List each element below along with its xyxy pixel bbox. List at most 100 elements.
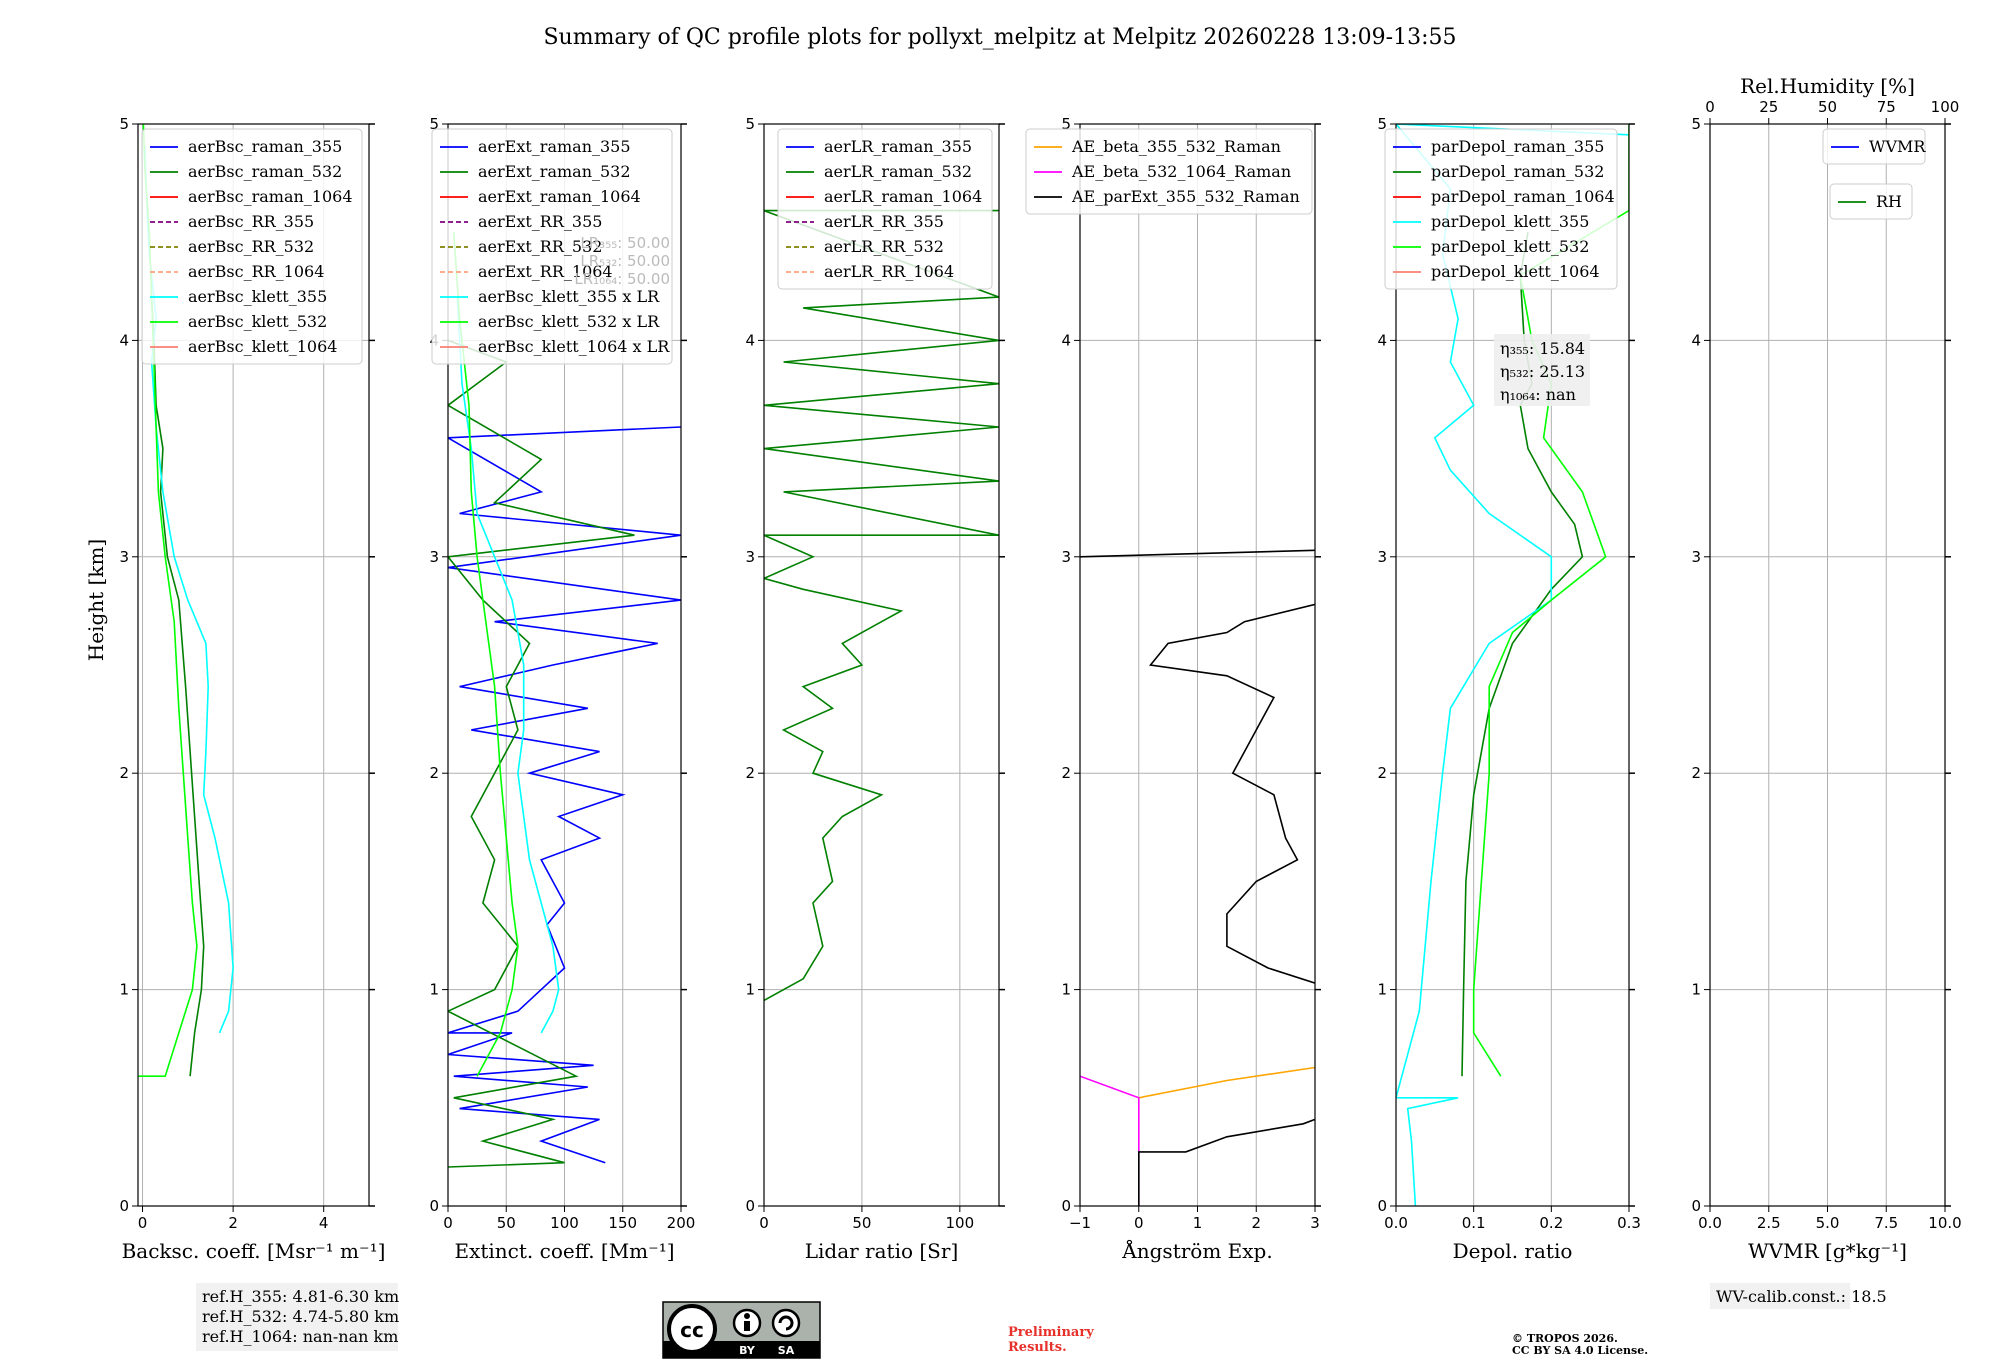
- y-tick-label: 2: [1377, 764, 1387, 782]
- y-tick-label: 5: [429, 115, 439, 133]
- legend-entry: aerLR_raman_532: [824, 162, 972, 181]
- copyright-line-1: © TROPOS 2026.: [1512, 1332, 1618, 1345]
- legend-entry: RH: [1876, 192, 1902, 211]
- legend: aerLR_raman_355 aerLR_raman_532 aerLR_rama…: [777, 128, 993, 290]
- y-tick-label: 1: [1061, 981, 1071, 999]
- x-tick-label: 100: [550, 1214, 579, 1232]
- y-tick-label: 1: [429, 981, 439, 999]
- y-tick-label: 4: [1691, 331, 1701, 349]
- x-tick-label: 3: [1310, 1214, 1320, 1232]
- x-axis-label: Depol. ratio: [1453, 1239, 1573, 1263]
- figure-title: Summary of QC profile plots for pollyxt_…: [543, 25, 1456, 50]
- copyright-line-2: CC BY SA 4.0 License.: [1512, 1344, 1648, 1357]
- x-tick-label: 0: [1134, 1214, 1144, 1232]
- x-tick-label: 1: [1193, 1214, 1203, 1232]
- y-tick-label: 2: [1691, 764, 1701, 782]
- legend-frame: [431, 128, 673, 365]
- legend-frame: [141, 128, 363, 365]
- legend-entry: aerLR_RR_1064: [824, 262, 954, 281]
- lr-note: LR₁₀₆₄: 50.00: [574, 270, 670, 288]
- series-group: [764, 209, 999, 1002]
- legend-entry: aerBsc_klett_355 x LR: [478, 287, 660, 306]
- y-tick-label: 2: [745, 764, 755, 782]
- y-tick-label: 0: [1061, 1197, 1071, 1215]
- y-tick-label: 0: [119, 1197, 129, 1215]
- series-line-ae-parext-355-532-raman-top: [1080, 549, 1315, 558]
- x-tick-label: 50: [497, 1214, 516, 1232]
- legend-entry: aerBsc_RR_532: [188, 237, 314, 256]
- legend-rh: RH: [1829, 183, 1913, 220]
- axes-frame: [763, 123, 1000, 1207]
- y-tick-label: 0: [1691, 1197, 1701, 1215]
- legend-entry: parDepol_raman_532: [1431, 162, 1604, 181]
- svg-text:cc: cc: [680, 1318, 704, 1342]
- legend-entry: aerBsc_klett_1064 x LR: [478, 337, 670, 356]
- series-line-aerext-raman-532: [448, 339, 635, 1168]
- legend: parDepol_raman_355 parDepol_raman_532 parD…: [1384, 128, 1618, 290]
- x-tick-label: 0.1: [1462, 1214, 1486, 1232]
- legend-frame: [777, 128, 993, 290]
- y-tick-label: 3: [1691, 548, 1701, 566]
- legend-entry: parDepol_raman_1064: [1431, 187, 1615, 206]
- y-tick-label: 1: [119, 981, 129, 999]
- panel-lr: 0 50 100 0 1 2 3 4 5 Lidar ratio [Sr] aerLR_raman_…: [745, 115, 1005, 1263]
- x-tick-label: 0.2: [1539, 1214, 1563, 1232]
- panel-depol: 0.0 0.1 0.2 0.3 0 1 2 3 4 5 Depol. ratio parDepol_r…: [1377, 115, 1640, 1263]
- legend: aerExt_raman_355 aerExt_raman_532 aerExt_r…: [431, 128, 673, 365]
- legend-entry: aerLR_RR_532: [824, 237, 944, 256]
- y-tick-label: 2: [429, 764, 439, 782]
- top-tick-label: 50: [1818, 98, 1837, 116]
- legend-frame: [1384, 128, 1618, 290]
- x-tick-label: 4: [319, 1214, 329, 1232]
- y-tick-label: 5: [745, 115, 755, 133]
- x-tick-label: 0: [138, 1214, 148, 1232]
- x-tick-label: 0.0: [1698, 1214, 1722, 1232]
- x-tick-label: 100: [946, 1214, 975, 1232]
- x-tick-label: 2.5: [1757, 1214, 1781, 1232]
- axes-frame: [1395, 123, 1630, 1207]
- y-tick-label: 1: [1377, 981, 1387, 999]
- series-line-ae-parext-355-532-raman: [1138, 1118, 1315, 1206]
- ref-heights-bg: [196, 1283, 398, 1351]
- legend-entry: aerExt_raman_355: [478, 137, 631, 156]
- eta-box: [1494, 334, 1590, 406]
- top-tick-label: 100: [1931, 98, 1960, 116]
- x-tick-label: 0: [443, 1214, 453, 1232]
- y-tick-label: 3: [119, 548, 129, 566]
- y-tick-label: 3: [429, 548, 439, 566]
- x-tick-label: 0: [759, 1214, 769, 1232]
- preliminary-note: Preliminary: [1008, 1325, 1094, 1340]
- legend-entry: aerBsc_klett_1064: [188, 337, 337, 356]
- legend-entry: aerBsc_klett_355: [188, 287, 327, 306]
- legend-entry: aerExt_RR_355: [478, 212, 602, 231]
- cc-license-badge: cc BY SA: [662, 1301, 821, 1359]
- wv-calib-bg: [1710, 1283, 1850, 1309]
- ref-heights-box: ref.H_355: 4.81-6.30 km ref.H_532: 4.74-…: [196, 1283, 399, 1351]
- legend: aerBsc_raman_355 aerBsc_raman_532 aerBsc_r…: [141, 128, 363, 365]
- y-tick-label: 0: [745, 1197, 755, 1215]
- legend-entry: aerExt_raman_532: [478, 162, 631, 181]
- legend-frame: [1822, 128, 1926, 165]
- y-tick-label: 1: [1691, 981, 1701, 999]
- y-tick-label: 4: [745, 331, 755, 349]
- panel-wv: 0.0 2.5 5.0 7.5 10.0 0 1 2 3 4 5 WVMR [g*kg⁻¹] Rel.H…: [1691, 74, 1961, 1263]
- legend-entry: AE_beta_355_532_Raman: [1071, 137, 1281, 156]
- top-tick-label: 0: [1705, 98, 1715, 116]
- y-tick-label: 2: [119, 764, 129, 782]
- legend-entry: aerBsc_klett_532: [188, 312, 327, 331]
- y-tick-label: 1: [745, 981, 755, 999]
- cc-icon: [667, 1304, 717, 1354]
- legend-entry: parDepol_klett_532: [1431, 237, 1589, 256]
- legend-entry: parDepol_raman_355: [1431, 137, 1604, 156]
- preliminary-note-2: Results.: [1008, 1340, 1067, 1355]
- legend-entry: aerBsc_raman_532: [188, 162, 342, 181]
- legend: WVMR: [1822, 128, 1926, 165]
- legend-frame: [1025, 128, 1313, 215]
- panels: 0 2 4 0 1 2 3 4 5 Backsc. coeff. [Msr⁻¹ m⁻¹] aerBs…: [119, 74, 1961, 1263]
- y-tick-label: 5: [119, 115, 129, 133]
- y-axis-label: Height [km]: [84, 539, 108, 661]
- x-tick-label: 0.3: [1617, 1214, 1641, 1232]
- series-group: [1080, 549, 1315, 1206]
- series-line-aerext-raman-355: [448, 426, 681, 1164]
